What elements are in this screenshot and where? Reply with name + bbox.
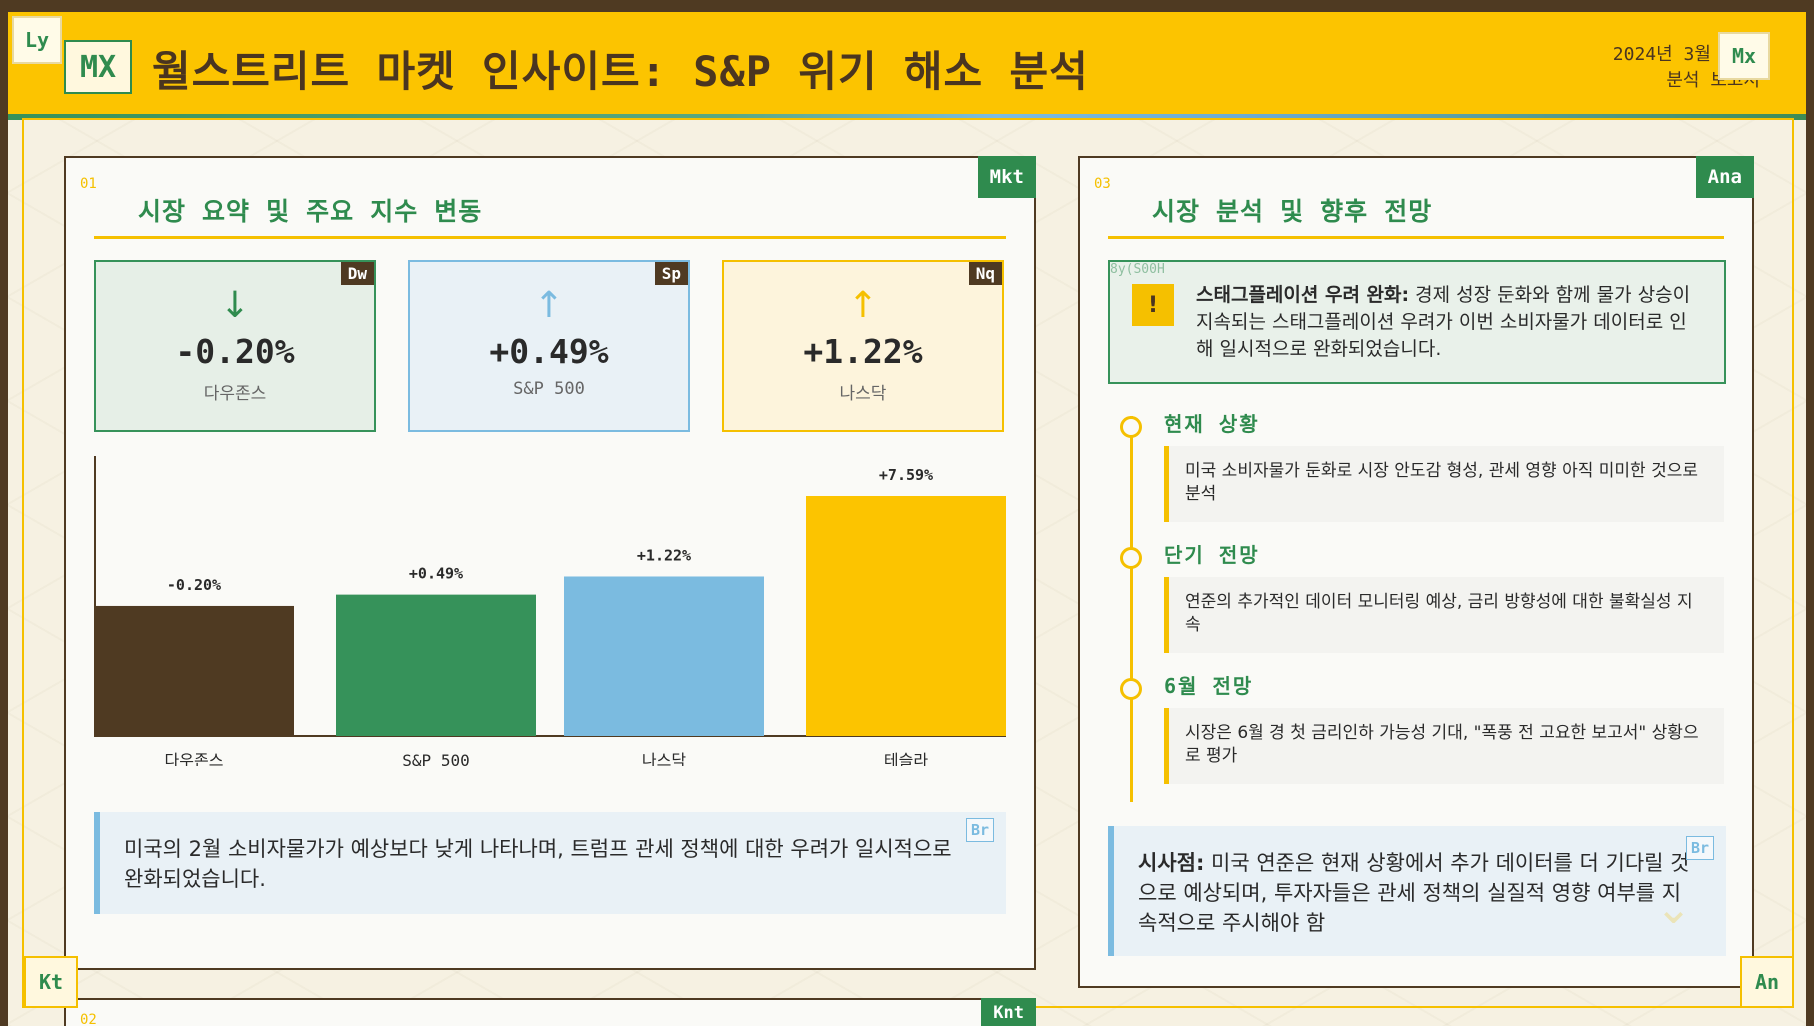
frame-top bbox=[0, 0, 1814, 12]
header-bar bbox=[8, 12, 1806, 116]
implication-body: 미국 연준은 현재 상황에서 추가 데이터를 더 기다릴 것으로 예상되며, 투… bbox=[1138, 851, 1690, 935]
timeline-body: 시장은 6월 경 첫 금리인하 가능성 기대, "폭풍 전 고요한 보고서" 상… bbox=[1164, 708, 1724, 784]
stat-value: +0.49% bbox=[489, 332, 609, 371]
frame-left bbox=[0, 0, 8, 1026]
summary-note: 미국의 2월 소비자물가가 예상보다 낮게 나타나며, 트럼프 관세 정책에 대… bbox=[94, 812, 1006, 914]
data-label: -0.20% bbox=[167, 576, 221, 594]
stat-label: 나스닥 bbox=[839, 384, 887, 404]
corner-tag-mx: Mx bbox=[1718, 32, 1770, 80]
warning-icon: ! bbox=[1132, 284, 1174, 326]
summary-note-text: 미국의 2월 소비자물가가 예상보다 낮게 나타나며, 트럼프 관세 정책에 대… bbox=[124, 837, 952, 891]
panel-tag: Knt bbox=[981, 998, 1036, 1026]
panel-title-rule bbox=[1108, 236, 1724, 239]
implication-title: 시사점: bbox=[1138, 851, 1205, 875]
index-bar-chart: -0.20% 다우존스 +0.49% S&P 500 +1.22% 나스닥 +7.59% 테슬… bbox=[94, 456, 1006, 766]
arrow-down-icon: ↓ bbox=[219, 285, 251, 326]
header-stripe bbox=[8, 114, 1806, 120]
stat-label: S&P 500 bbox=[513, 379, 585, 399]
panel-number: 01 bbox=[80, 176, 97, 192]
timeline-body: 연준의 추가적인 데이터 모니터링 예상, 금리 방향성에 대한 불확실성 지속 bbox=[1164, 577, 1724, 653]
page-title: 월스트리트 마켓 인사이트: S&P 위기 해소 분석 bbox=[152, 47, 1089, 96]
implication-text: 시사점: 미국 연준은 현재 상황에서 추가 데이터를 더 기다릴 것으로 예상… bbox=[1138, 848, 1690, 938]
market-summary-panel: Mkt 01 시장 요약 및 주요 지수 변동 Dw ↓ -0.20% 다우존스… bbox=[64, 156, 1036, 970]
bar-chart-svg: -0.20% 다우존스 +0.49% S&P 500 +1.22% 나스닥 +7.59% 테슬… bbox=[94, 456, 1006, 766]
arrow-up-icon: ↑ bbox=[847, 285, 879, 326]
chart-bar bbox=[806, 496, 1006, 736]
market-analysis-panel: Ana 03 시장 분석 및 향후 전망 8y(S00H ! 스태그플레이션 우… bbox=[1078, 156, 1754, 988]
panel-title: 시장 요약 및 주요 지수 변동 bbox=[138, 197, 483, 226]
corner-tag-an: An bbox=[1740, 956, 1794, 1008]
chevron-down-icon: ⌄ bbox=[1655, 883, 1692, 934]
stat-badge: Nq bbox=[968, 262, 1002, 285]
timeline-dot-icon bbox=[1120, 547, 1142, 569]
tick-label: 다우존스 bbox=[165, 751, 224, 766]
timeline-title: 단기 전망 bbox=[1164, 543, 1260, 567]
stat-badge: Sp bbox=[654, 262, 688, 285]
panel-tag: Ana bbox=[1695, 156, 1754, 198]
panel-title: 시장 분석 및 향후 전망 bbox=[1152, 197, 1433, 226]
tick-label: 나스닥 bbox=[642, 751, 686, 766]
timeline-line bbox=[1130, 416, 1133, 802]
stat-card-dow: Dw ↓ -0.20% 다우존스 bbox=[94, 260, 376, 432]
stagflation-alert: 8y(S00H ! 스태그플레이션 우려 완화: 경제 성장 둔화와 함께 물가… bbox=[1108, 260, 1726, 384]
alert-text: 스태그플레이션 우려 완화: 경제 성장 둔화와 함께 물가 상승이 지속되는 … bbox=[1196, 282, 1702, 363]
br-tag: Br bbox=[1685, 836, 1714, 860]
data-label: +0.49% bbox=[409, 565, 463, 583]
alert-ghost-text: 8y(S00H bbox=[1110, 262, 1165, 277]
stat-badge: Dw bbox=[340, 262, 374, 285]
br-tag: Br bbox=[965, 818, 994, 842]
stat-card-sp500: Sp ↑ +0.49% S&P 500 bbox=[408, 260, 690, 432]
stat-value: -0.20% bbox=[175, 332, 295, 371]
timeline-dot-icon bbox=[1120, 678, 1142, 700]
data-label: +7.59% bbox=[879, 466, 933, 484]
panel-title-rule bbox=[94, 236, 1006, 239]
stat-label: 다우존스 bbox=[203, 384, 267, 404]
chart-bar bbox=[564, 576, 764, 736]
panel-tag: Mkt bbox=[977, 156, 1036, 198]
alert-body: 경제 성장 둔화와 함께 물가 상승이 지속되는 스태그플레이션 우려가 이번 … bbox=[1196, 284, 1691, 360]
alert-title: 스태그플레이션 우려 완화: bbox=[1196, 284, 1410, 306]
panel-number: 03 bbox=[1094, 176, 1111, 192]
timeline-title: 현재 상황 bbox=[1164, 412, 1260, 436]
chart-bar bbox=[336, 594, 536, 736]
timeline-title: 6월 전망 bbox=[1164, 674, 1254, 698]
arrow-up-icon: ↑ bbox=[533, 285, 565, 326]
implication-box: 시사점: 미국 연준은 현재 상황에서 추가 데이터를 더 기다릴 것으로 예상… bbox=[1108, 826, 1726, 956]
tick-label: 테슬라 bbox=[884, 751, 928, 766]
timeline-dot-icon bbox=[1120, 416, 1142, 438]
panel-number: 02 bbox=[80, 1012, 97, 1026]
stat-card-nasdaq: Nq ↑ +1.22% 나스닥 bbox=[722, 260, 1004, 432]
corner-tag-ly: Ly bbox=[12, 16, 62, 64]
logo: MX bbox=[64, 40, 132, 94]
bottom-panel: Knt 02 bbox=[64, 998, 1036, 1026]
chart-bar bbox=[94, 605, 294, 736]
stat-value: +1.22% bbox=[803, 332, 923, 371]
data-label: +1.22% bbox=[637, 546, 691, 564]
timeline-body: 미국 소비자물가 둔화로 시장 안도감 형성, 관세 영향 아직 미미한 것으로… bbox=[1164, 446, 1724, 522]
corner-tag-kt: Kt bbox=[24, 956, 78, 1008]
frame-right bbox=[1806, 0, 1814, 1026]
tick-label: S&P 500 bbox=[402, 751, 469, 766]
